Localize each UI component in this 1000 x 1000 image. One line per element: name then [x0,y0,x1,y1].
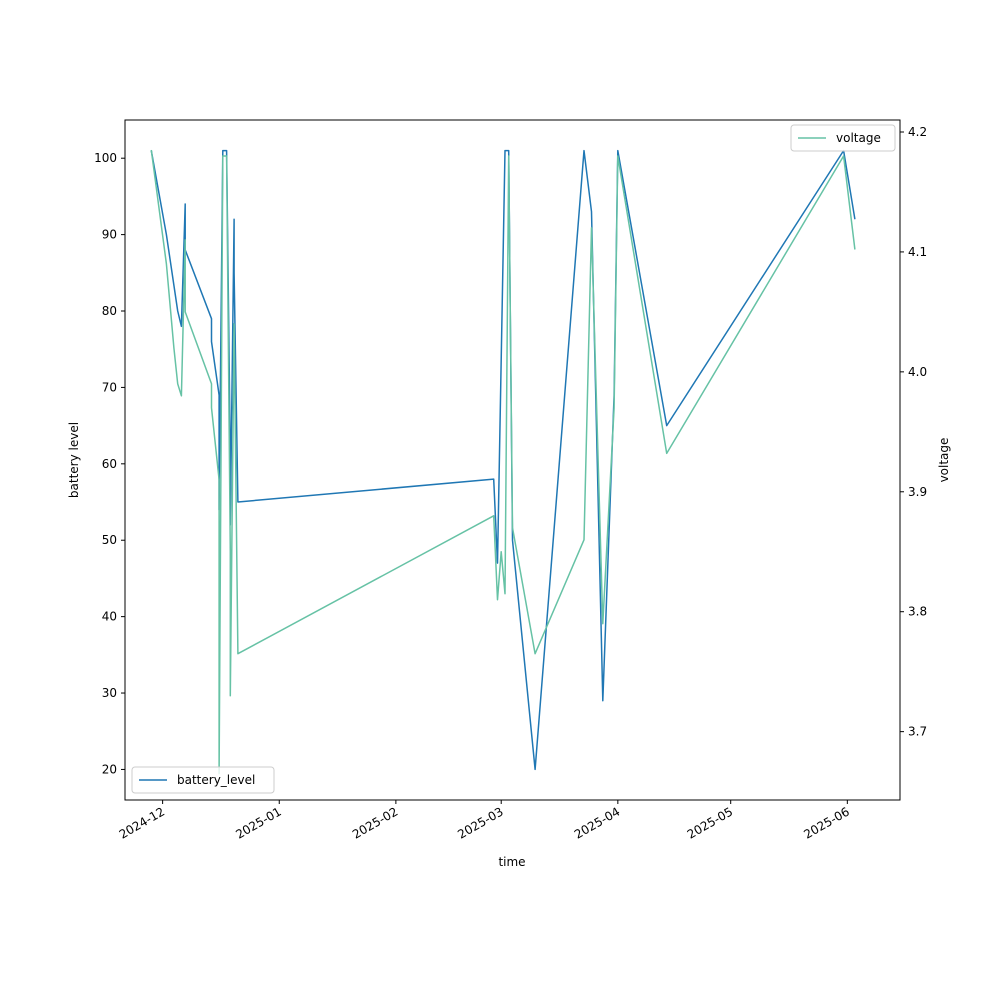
y-right-axis-ticks: 3.7 3.8 3.9 4.0 4.1 4.2 [900,125,927,739]
y-left-axis-label: battery level [67,422,81,498]
series-line-voltage [150,149,856,775]
y-right-tick-label: 4.0 [908,365,927,379]
y-right-tick-label: 3.8 [908,605,927,619]
y-left-tick-label: 50 [102,533,117,547]
y-left-tick-label: 80 [102,304,117,318]
y-right-tick-label: 3.7 [908,725,927,739]
legend-battery-level: battery_level [131,766,275,794]
legend-frame [131,766,275,794]
y-left-tick-label: 20 [102,762,117,776]
y-left-tick-label: 90 [102,228,117,242]
y-left-tick-label: 70 [102,380,117,394]
plot-lines [150,149,856,775]
legend-voltage: voltage [790,124,896,152]
y-right-tick-label: 4.1 [908,245,927,259]
x-axis-label: time [498,855,525,869]
y-left-axis-ticks: 20 30 40 50 60 70 80 90 100 [94,151,125,776]
y-left-tick-label: 100 [94,151,117,165]
y-left-tick-label: 60 [102,457,117,471]
legend-label-battery-level: battery_level [177,773,255,787]
y-right-tick-label: 3.9 [908,485,927,499]
y-left-tick-label: 30 [102,686,117,700]
y-left-tick-label: 40 [102,610,117,624]
plot-frame [124,119,901,801]
y-right-tick-label: 4.2 [908,125,927,139]
legend-label-voltage: voltage [836,131,881,145]
y-right-axis-label: voltage [937,438,951,483]
legend-frame [790,124,896,152]
